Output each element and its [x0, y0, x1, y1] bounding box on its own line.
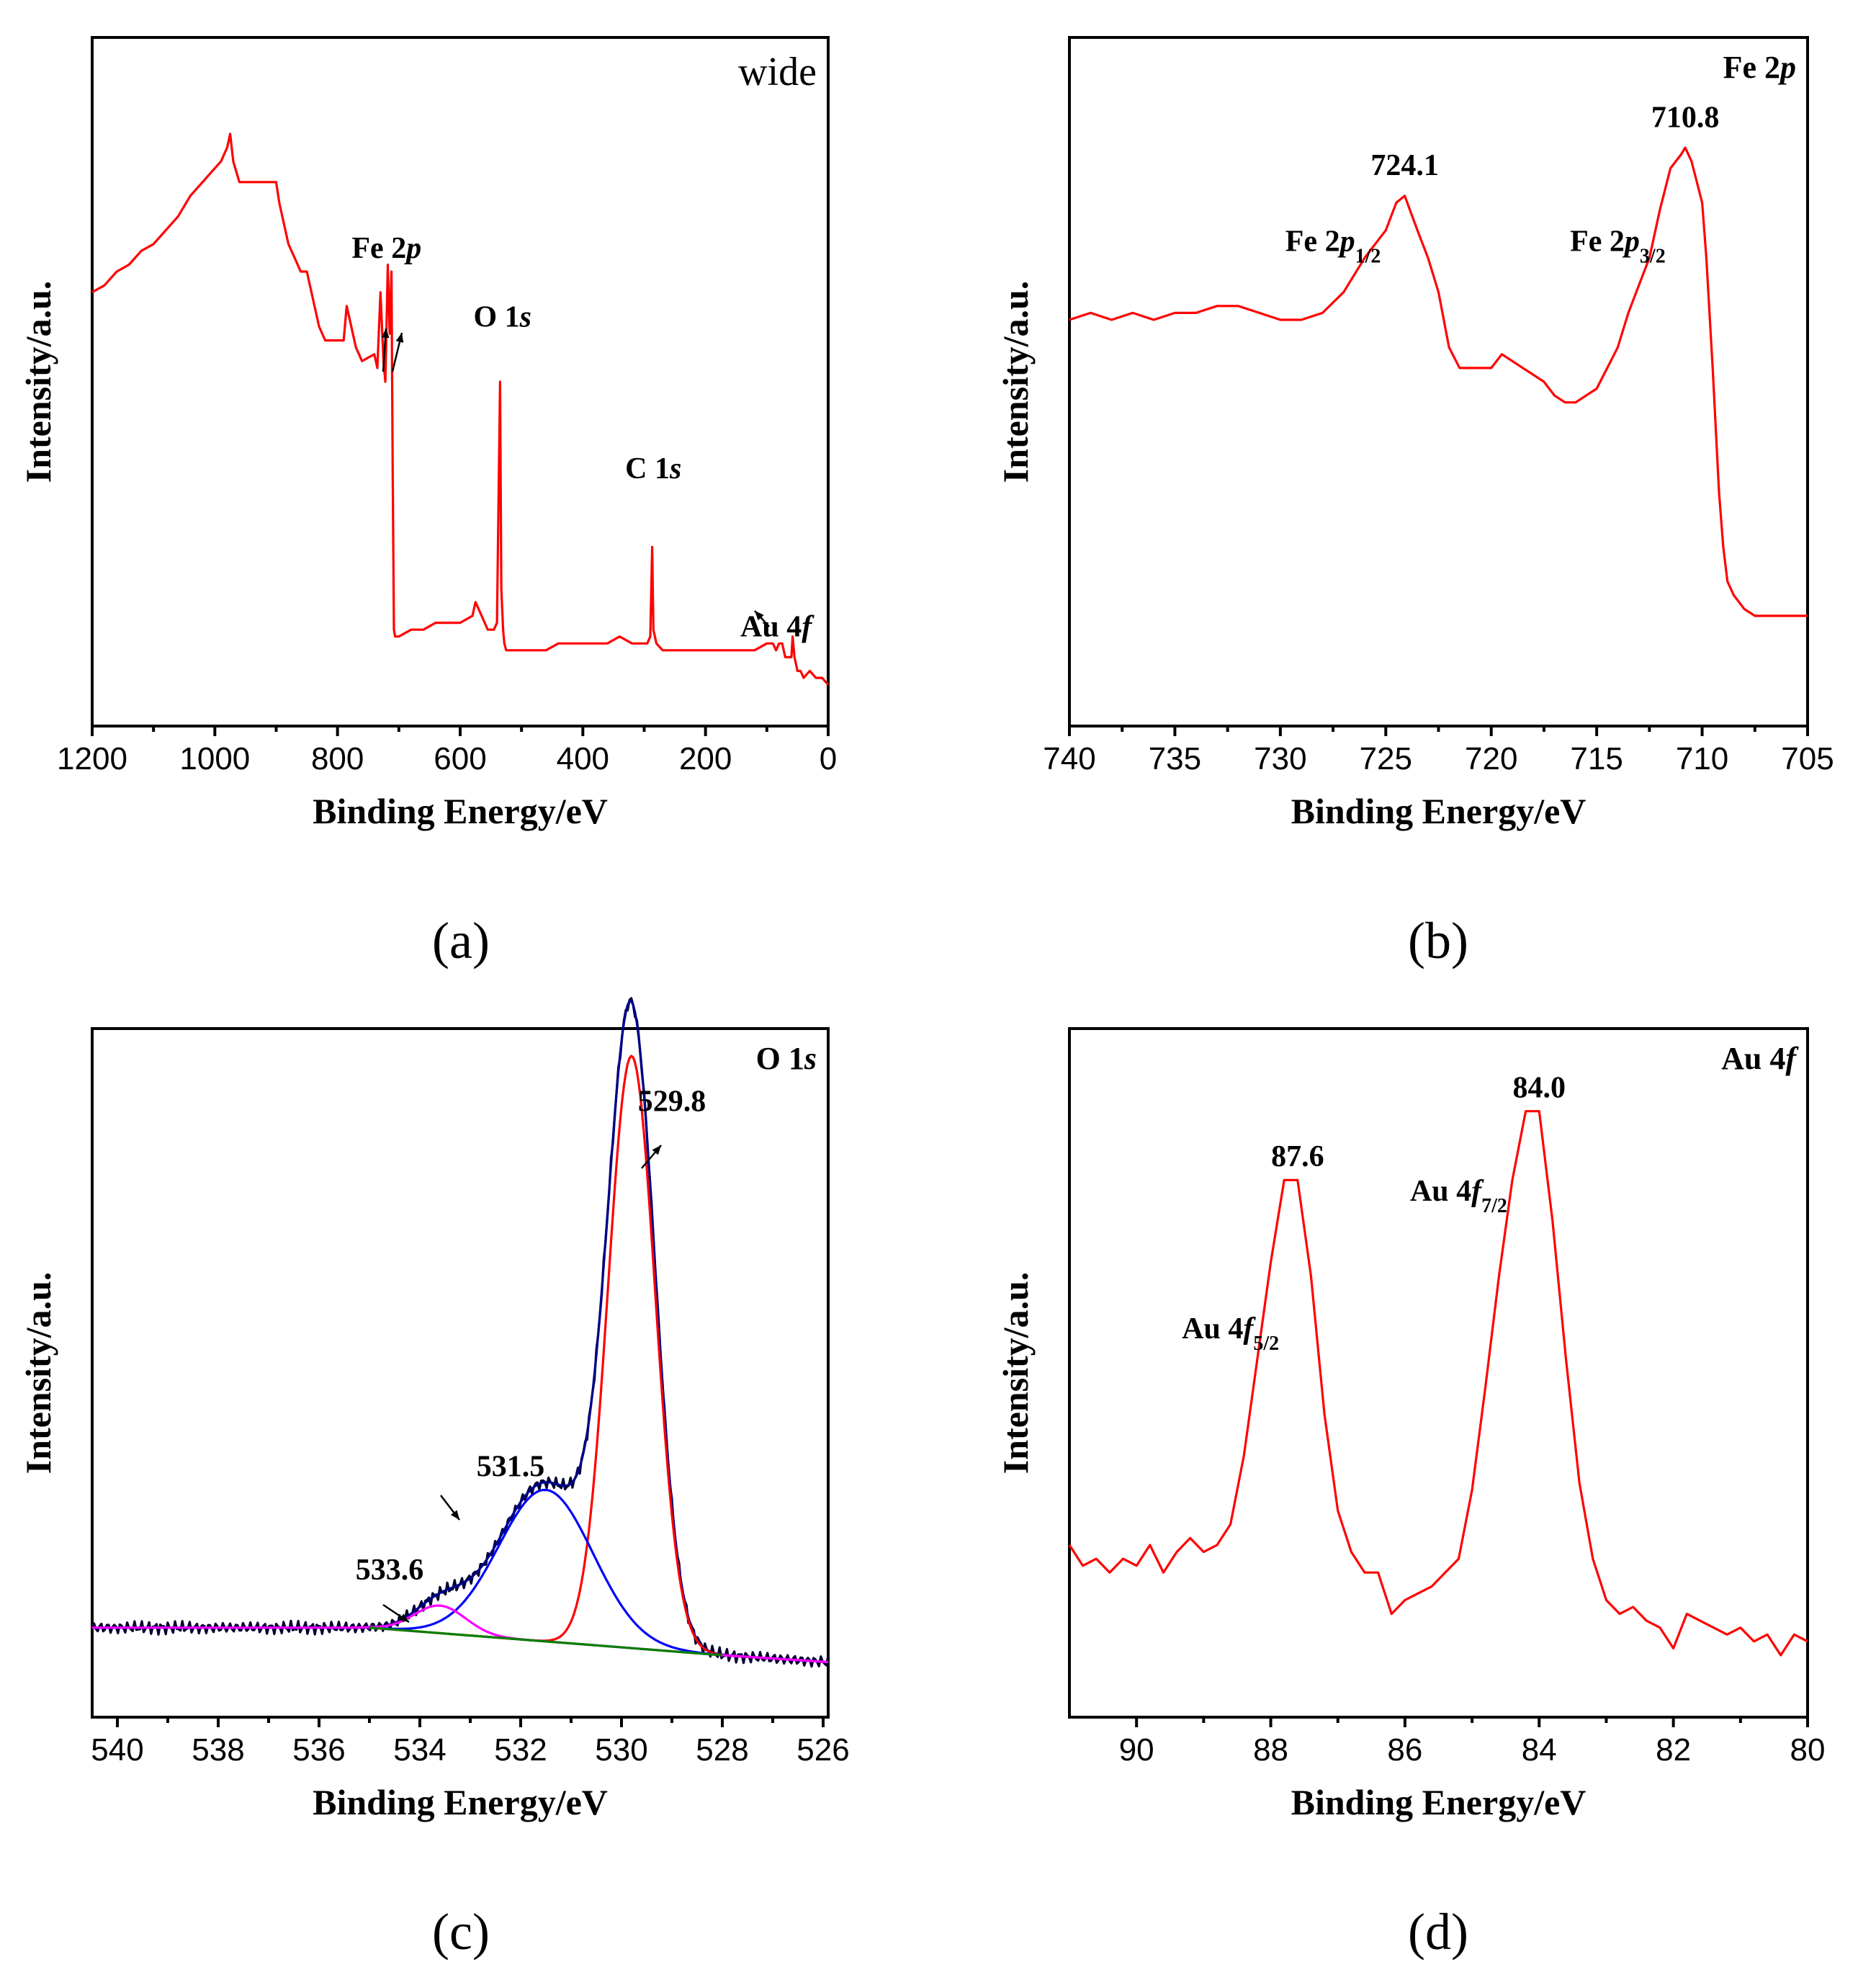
series-line-fe-2p: [1069, 146, 1808, 617]
x-axis-label: Binding Energy/eV: [313, 791, 608, 831]
peak-annotation: 710.8: [1651, 101, 1720, 134]
x-tick-label: 530: [595, 1732, 647, 1768]
panel-title: wide: [738, 50, 817, 94]
arrow-head: [755, 611, 764, 621]
plot-frame: [1068, 1027, 1809, 1719]
peak-annotation: 724.1: [1370, 149, 1439, 182]
arrow-head: [395, 333, 404, 343]
x-tick-label: 538: [192, 1732, 244, 1768]
peak-annotation: C 1s: [625, 452, 681, 485]
series-line-survey: [91, 133, 830, 686]
x-tick-label: 1200: [57, 741, 127, 776]
x-tick-label: 720: [1465, 741, 1517, 776]
peak-annotation: Au 4f: [740, 611, 814, 644]
panel-b: 740 735 730 725 720 715 710 705 Binding Energy/e…: [995, 36, 1834, 831]
peak-annotation: 529.8: [638, 1085, 706, 1119]
series-line-au-4f: [1068, 1110, 1808, 1657]
peak-annotation: 533.6: [356, 1554, 424, 1587]
x-tick-label: 735: [1149, 741, 1201, 776]
x-tick-label: 540: [91, 1732, 143, 1768]
x-tick-label: 705: [1781, 741, 1834, 776]
peak-annotation: 531.5: [477, 1450, 545, 1483]
panel-label: (c): [432, 1903, 490, 1961]
panel-label: (b): [1408, 912, 1468, 970]
panel-label: (a): [432, 912, 490, 970]
panel-d: 90 88 86 84 82 80 Binding Energy/eV Intensity/a…: [995, 1027, 1826, 1822]
x-tick-label: 526: [796, 1732, 849, 1768]
peak-annotation: O 1s: [473, 301, 531, 334]
plot-frame: [1068, 36, 1809, 727]
peak-annotation: Au 4f5/2: [1182, 1312, 1279, 1355]
panel-label: (d): [1408, 1903, 1468, 1961]
peak-annotation: Fe 2p: [351, 232, 421, 265]
series-line-fit: [92, 1000, 829, 1664]
x-tick-label: 740: [1043, 741, 1095, 776]
x-tick-label: 528: [696, 1732, 748, 1768]
panel-title: Au 4f: [1721, 1041, 1799, 1076]
plot-frame: [91, 1027, 830, 1719]
y-axis-label: Intensity/a.u.: [995, 281, 1036, 483]
x-tick-label: 534: [393, 1732, 446, 1768]
x-tick-label: 800: [311, 741, 364, 776]
panel-title: O 1s: [756, 1041, 817, 1076]
arrow-head: [450, 1510, 459, 1520]
x-tick-label: 532: [494, 1732, 547, 1768]
x-tick-label: 84: [1522, 1732, 1557, 1768]
x-axis-label: Binding Energy/eV: [313, 1782, 608, 1822]
x-tick-label: 600: [434, 741, 486, 776]
series-line-experimental: [91, 997, 830, 1668]
x-tick-label: 730: [1254, 741, 1306, 776]
peak-annotation: 87.6: [1271, 1140, 1324, 1173]
x-tick-label: 82: [1656, 1732, 1691, 1768]
x-tick-label: 0: [820, 741, 837, 776]
panel-title: Fe 2p: [1723, 50, 1796, 85]
y-axis-label: Intensity/a.u.: [18, 1272, 58, 1474]
panel-c: 540 538 536 534 532 530 528 526 Binding Energy/e…: [18, 997, 850, 1822]
peak-annotation: Fe 2p3/2: [1570, 225, 1666, 267]
x-tick-label: 80: [1790, 1732, 1826, 1768]
x-tick-label: 88: [1253, 1732, 1288, 1768]
arrow-head: [652, 1145, 661, 1155]
series-line-background: [369, 1626, 723, 1657]
x-tick-label: 200: [679, 741, 732, 776]
y-axis-label: Intensity/a.u.: [18, 281, 58, 483]
peak-annotation: Fe 2p1/2: [1285, 225, 1381, 267]
x-axis-label: Binding Energy/eV: [1291, 1782, 1587, 1822]
x-tick-label: 715: [1570, 741, 1623, 776]
x-tick-label: 725: [1360, 741, 1412, 776]
y-axis-label: Intensity/a.u.: [995, 1272, 1036, 1474]
x-tick-label: 400: [557, 741, 609, 776]
arrow-head: [381, 328, 390, 339]
arrow-head: [399, 1613, 409, 1622]
x-tick-label: 1000: [179, 741, 250, 776]
x-tick-label: 536: [292, 1732, 345, 1768]
series-line-529-8-component: [92, 1055, 829, 1664]
arrows: [381, 328, 770, 1624]
peak-annotation: 84.0: [1513, 1072, 1566, 1105]
x-axis-label: Binding Energy/eV: [1291, 791, 1587, 831]
panel-a: 1200 1000 800 600 400 200 0 Binding Energy/eV In…: [18, 36, 837, 831]
x-tick-label: 710: [1676, 741, 1728, 776]
series-line-531-5-component: [92, 1488, 829, 1664]
x-tick-label: 86: [1387, 1732, 1422, 1768]
x-tick-label: 90: [1119, 1732, 1154, 1768]
peak-annotation: Au 4f7/2: [1410, 1175, 1507, 1217]
